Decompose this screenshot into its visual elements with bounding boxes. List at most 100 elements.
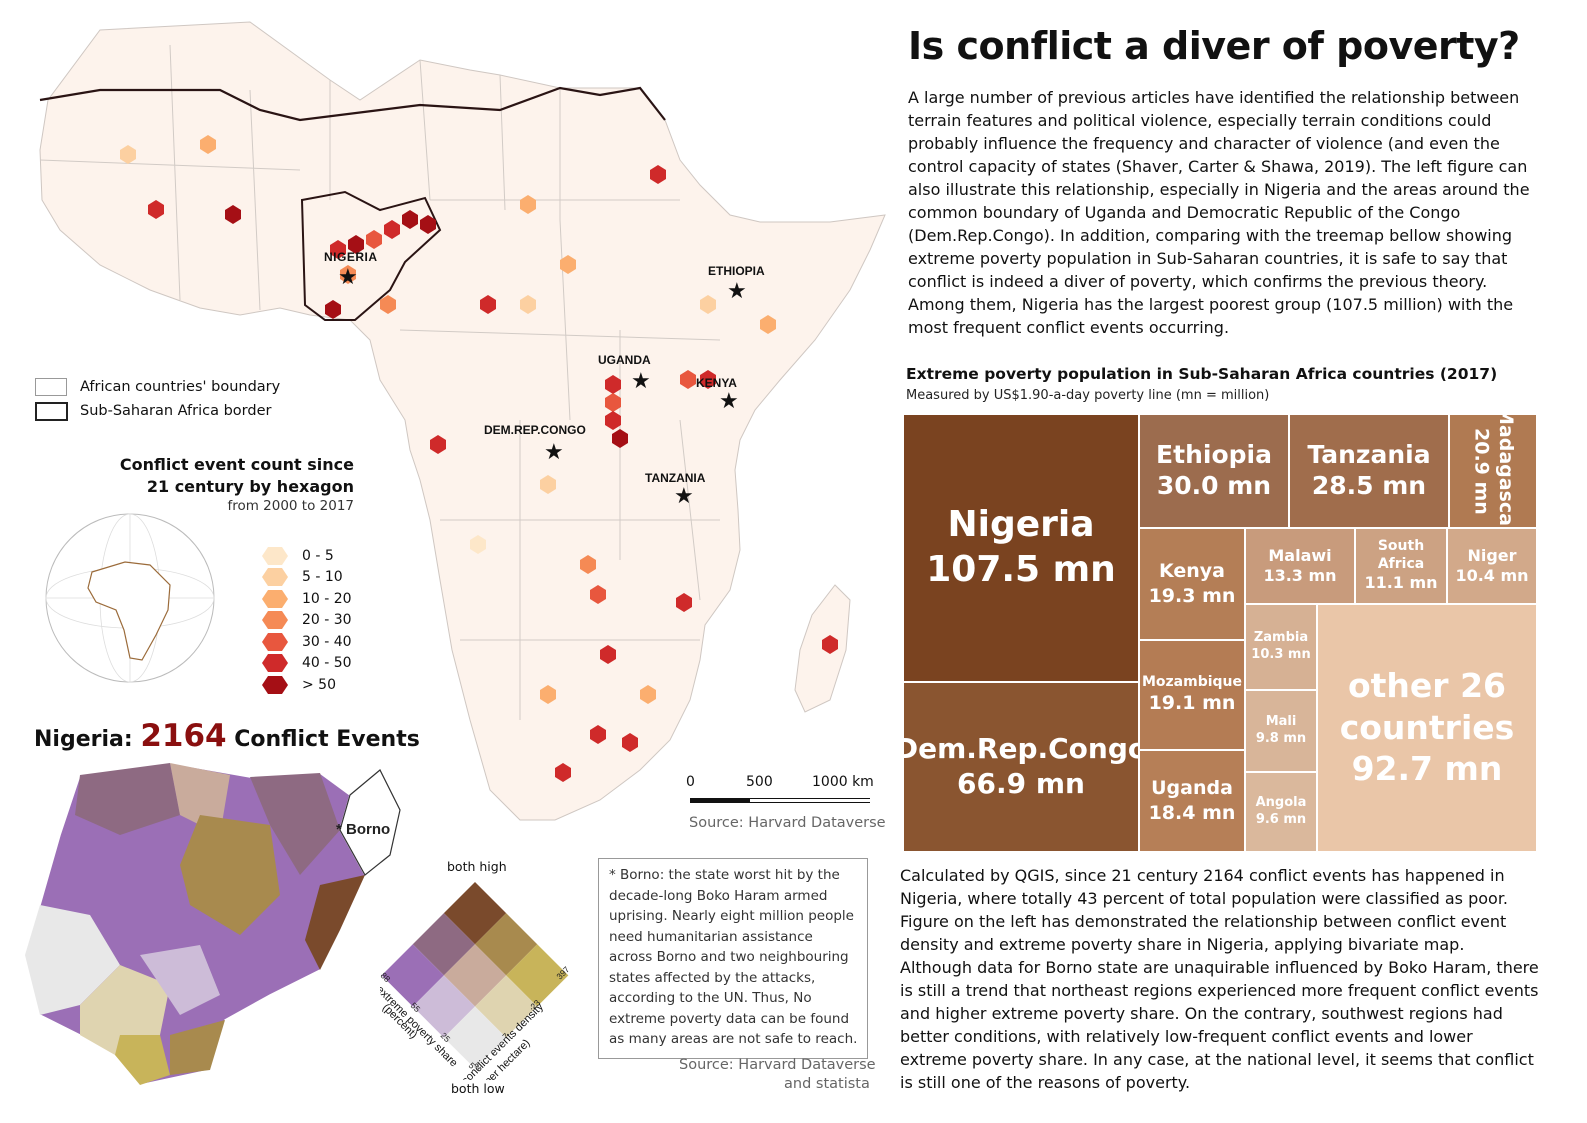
class-label: 0 - 5 xyxy=(302,547,334,564)
treemap-tile-name: Dem.Rep.Congo xyxy=(894,732,1148,766)
treemap-tile: Zambia 10.3 mn xyxy=(1245,604,1317,690)
class-label: 40 - 50 xyxy=(302,655,352,672)
treemap-tile-value: 107.5 mn xyxy=(926,549,1116,591)
legend-boundary-label: African countries' boundary xyxy=(80,379,281,395)
nigeria-outline xyxy=(300,190,442,321)
treemap-tile-name: Tanzania xyxy=(1307,440,1431,470)
country-boundaries xyxy=(39,44,721,720)
africa-conflict-map: NIGERIA ★ ETHIOPIA ★ UGANDA ★ KENYA ★ DE… xyxy=(39,21,886,821)
treemap-tile: Kenya 19.3 mn xyxy=(1139,528,1245,640)
intro-paragraph: A large number of previous articles have… xyxy=(908,88,1530,337)
bivariate-right-tick-2: 2 xyxy=(472,1061,483,1072)
conflict-legend-title-line1: Conflict event count since xyxy=(119,455,354,474)
class-label: 5 - 10 xyxy=(302,569,343,586)
treemap-tile-value: 28.5 mn xyxy=(1311,471,1427,501)
legend-boundary-swatch xyxy=(35,378,67,396)
treemap-tile-value: 9.6 mn xyxy=(1255,811,1307,827)
treemap-tile: South Africa 11.1 mn xyxy=(1355,528,1447,604)
legend-border-label: Sub-Saharan Africa border xyxy=(80,403,272,419)
borno-note: * Borno: the state worst hit by the deca… xyxy=(598,858,868,1059)
treemap-tile: Dem.Rep.Congo 66.9 mn xyxy=(895,682,1147,852)
scale-bar xyxy=(690,798,870,803)
treemap-tile: Tanzania 28.5 mn xyxy=(1289,414,1449,528)
treemap-tile-name: other 26 countries xyxy=(1339,666,1515,747)
class-row: > 50 xyxy=(262,674,352,696)
nigeria-bivariate-map: * Borno xyxy=(24,762,401,1086)
map-source: Source: Harvard Dataverse xyxy=(689,815,886,831)
class-label: 20 - 30 xyxy=(302,612,352,629)
treemap-tile: Nigeria 107.5 mn xyxy=(903,414,1139,682)
bivariate-top-label: both high xyxy=(447,859,507,874)
class-row: 40 - 50 xyxy=(262,653,352,675)
treemap-tile-name: Malawi xyxy=(1268,545,1332,565)
treemap-tile-name: Madagascar xyxy=(1495,406,1518,536)
nigeria-title-post: Conflict Events xyxy=(234,727,420,752)
star-kenya: ★ xyxy=(719,389,739,414)
star-drc: ★ xyxy=(544,440,564,465)
nigeria-conflict-count: 2164 xyxy=(140,718,227,754)
treemap-tile-value: 20.9 mn xyxy=(1470,427,1493,515)
nigeria-title: Nigeria: 2164 Conflict Events xyxy=(34,718,420,754)
star-ethiopia: ★ xyxy=(727,279,747,304)
treemap-tile: Madagascar 20.9 mn xyxy=(1449,406,1537,536)
treemap-tile-value: 10.3 mn xyxy=(1251,646,1311,662)
country-markers: NIGERIA ★ ETHIOPIA ★ UGANDA ★ KENYA ★ DE… xyxy=(324,250,765,509)
treemap-tile: other 26 countries 92.7 mn xyxy=(1317,604,1537,852)
map-label-kenya: KENYA xyxy=(696,376,737,390)
map-label-drc: DEM.REP.CONGO xyxy=(484,423,586,437)
treemap-tile-value: 92.7 mn xyxy=(1351,748,1503,788)
source2-line1: Source: Harvard Dataverse xyxy=(679,1057,876,1073)
treemap-subtitle: Measured by US$1.90-a-day poverty line (… xyxy=(906,388,1270,403)
class-label: > 50 xyxy=(302,676,336,693)
outro-paragraph: Calculated by QGIS, since 21 century 216… xyxy=(900,866,1539,1092)
treemap-tile-value: 19.3 mn xyxy=(1148,584,1236,607)
treemap-tile-value: 10.4 mn xyxy=(1455,565,1529,585)
treemap-tile-name: Uganda xyxy=(1151,776,1233,799)
class-row: 5 - 10 xyxy=(262,567,352,589)
conflict-class-legend: 0 - 5 5 - 10 10 - 20 20 - 30 30 - 40 40 … xyxy=(262,545,352,696)
conflict-legend-title: Conflict event count since 21 century by… xyxy=(100,454,354,514)
treemap-tile-value: 19.1 mn xyxy=(1148,692,1236,715)
africa-landmass xyxy=(39,21,886,821)
conflict-hexagons xyxy=(120,135,838,782)
legend-border-swatch xyxy=(35,402,68,421)
treemap-tile-value: 9.8 mn xyxy=(1255,730,1307,746)
treemap-tile-name: Nigeria xyxy=(947,504,1095,546)
star-nigeria: ★ xyxy=(338,265,358,290)
treemap-tile-name: Niger xyxy=(1467,545,1517,565)
scale-tick-0: 0 xyxy=(686,774,695,790)
bivariate-left-tick-5: 5 xyxy=(467,1060,478,1071)
treemap-tile: Mozambique 19.1 mn xyxy=(1139,640,1245,750)
star-tanzania: ★ xyxy=(674,484,694,509)
source2-line2: and statista xyxy=(784,1076,870,1092)
treemap-tile: Ethiopia 30.0 mn xyxy=(1139,414,1289,528)
nigeria-title-pre: Nigeria: xyxy=(34,727,133,752)
treemap-tile-value: 66.9 mn xyxy=(957,767,1085,801)
scale-tick-1000: 1000 km xyxy=(812,774,874,790)
treemap-tile: Niger 10.4 mn xyxy=(1447,528,1537,604)
poverty-treemap: Nigeria 107.5 mn Dem.Rep.Congo 66.9 mn Ethio… xyxy=(895,406,1537,852)
class-hex xyxy=(262,546,288,565)
borno-label: * Borno xyxy=(336,821,390,838)
treemap-tile-value: 30.0 mn xyxy=(1156,471,1272,501)
treemap-title: Extreme poverty population in Sub-Sahara… xyxy=(906,365,1498,383)
sub-saharan-border xyxy=(39,86,666,122)
map-label-nigeria: NIGERIA xyxy=(324,250,378,264)
conflict-legend-subtitle: from 2000 to 2017 xyxy=(227,498,354,514)
class-label: 30 - 40 xyxy=(302,633,352,650)
globe-locator xyxy=(45,513,215,683)
class-label: 10 - 20 xyxy=(302,590,352,607)
bivariate-right-tick-7: 7 xyxy=(500,1031,511,1042)
treemap-tile-value: 18.4 mn xyxy=(1148,801,1236,824)
bivariate-bottom-label: both low xyxy=(451,1081,505,1096)
treemap-tile-value: 13.3 mn xyxy=(1263,565,1337,585)
bivariate-legend: 88 55 25 5 2 7 23 397 extreme poverty sh… xyxy=(380,882,570,1080)
class-row: 10 - 20 xyxy=(262,588,352,610)
treemap-tile-name: Mali xyxy=(1265,714,1297,730)
treemap-tile: Malawi 13.3 mn xyxy=(1245,528,1355,604)
treemap-tile: Angola 9.6 mn xyxy=(1245,772,1317,852)
treemap-tile-name: South Africa xyxy=(1377,538,1425,572)
class-row: 0 - 5 xyxy=(262,545,352,567)
map-label-tanzania: TANZANIA xyxy=(645,471,706,485)
class-row: 30 - 40 xyxy=(262,631,352,653)
